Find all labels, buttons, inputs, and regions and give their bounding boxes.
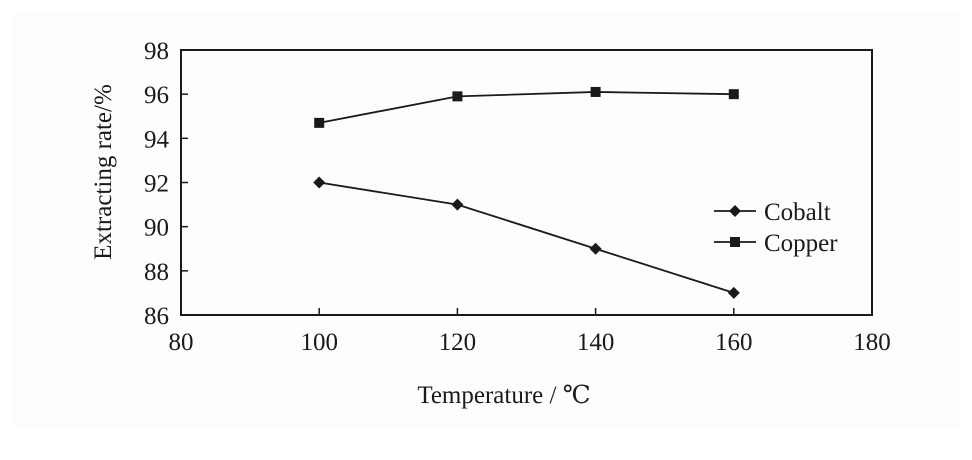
cobalt-data-point <box>451 198 464 211</box>
series-layer <box>313 86 740 299</box>
copper-data-point <box>728 89 739 100</box>
y-tick-label: 88 <box>144 259 169 286</box>
x-tick-label: 120 <box>439 329 477 356</box>
x-tick-label: 140 <box>577 329 615 356</box>
cobalt-data-point <box>313 176 326 189</box>
copper-data-point <box>452 91 463 102</box>
chart-background <box>12 12 960 427</box>
x-tick-label: 160 <box>715 329 753 356</box>
copper-data-point <box>314 117 325 128</box>
y-tick-label: 98 <box>144 38 169 65</box>
y-tick-label: 94 <box>144 126 170 153</box>
legend-cobalt-label: Cobalt <box>764 199 831 226</box>
copper-series-line <box>319 91 734 124</box>
legend: Cobalt Copper <box>714 199 838 257</box>
y-axis: 86 88 90 92 94 96 98 <box>144 38 188 330</box>
cobalt-data-point <box>727 286 740 299</box>
y-axis-title: Extracting rate/% <box>90 84 117 260</box>
x-tick-label: 180 <box>853 329 891 356</box>
x-axis-title: Temperature / ℃ <box>417 382 590 409</box>
legend-cobalt-marker <box>729 205 741 217</box>
cobalt-series-line <box>319 181 735 294</box>
x-tick-label: 100 <box>300 329 338 356</box>
cobalt-data-point <box>589 242 602 255</box>
legend-copper-label: Copper <box>764 230 838 257</box>
y-tick-label: 96 <box>144 82 169 109</box>
y-tick-label: 90 <box>144 215 169 242</box>
y-tick-label: 86 <box>144 303 169 330</box>
x-tick-label: 80 <box>169 329 194 356</box>
x-axis: 80 100 120 140 160 180 <box>169 308 891 356</box>
copper-data-point <box>590 86 601 97</box>
y-tick-label: 92 <box>144 171 169 198</box>
legend-copper-marker <box>730 237 740 247</box>
